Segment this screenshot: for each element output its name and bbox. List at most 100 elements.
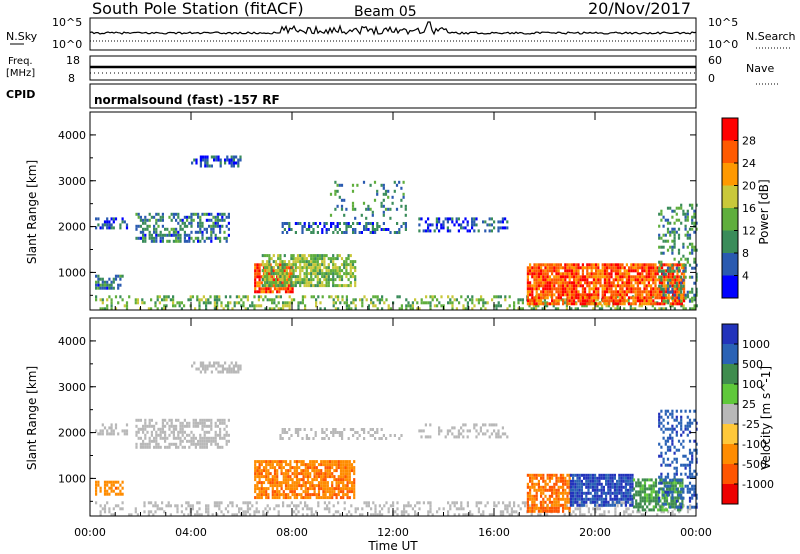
range-gate-cell: [660, 212, 663, 216]
range-gate-cell: [314, 434, 317, 437]
range-gate-cell: [253, 510, 256, 514]
range-gate-cell: [664, 412, 667, 416]
range-gate-cell: [101, 429, 104, 433]
range-gate-cell: [595, 281, 598, 285]
range-gate-cell: [262, 490, 266, 494]
range-gate-cell: [213, 295, 216, 299]
range-gate-cell: [542, 287, 545, 291]
range-gate-cell: [526, 500, 529, 504]
range-gate-cell: [628, 302, 631, 306]
range-gate-cell: [337, 493, 340, 497]
range-gate-cell: [566, 302, 569, 306]
range-gate-cell: [531, 269, 534, 273]
range-gate-cell: [306, 496, 310, 500]
range-gate-cell: [276, 484, 279, 488]
range-gate-cell: [641, 496, 644, 500]
range-gate-cell: [312, 278, 315, 282]
range-gate-cell: [688, 227, 692, 231]
range-gate-cell: [564, 491, 567, 495]
range-gate-cell: [350, 466, 354, 470]
range-gate-cell: [609, 473, 612, 477]
range-gate-cell: [635, 493, 638, 497]
range-gate-cell: [643, 263, 646, 267]
range-gate-cell: [117, 480, 120, 484]
range-gate-cell: [611, 473, 614, 477]
range-gate-cell: [392, 501, 395, 505]
range-gate-cell: [363, 225, 366, 228]
range-gate-cell: [255, 507, 258, 511]
range-gate-cell: [569, 485, 572, 489]
range-gate-cell: [230, 155, 233, 159]
range-gate-cell: [612, 290, 615, 294]
range-gate-cell: [337, 307, 340, 311]
range-gate-cell: [153, 427, 156, 431]
range-gate-cell: [596, 504, 599, 508]
range-gate-cell: [147, 501, 150, 505]
range-gate-cell: [266, 254, 269, 258]
range-gate-cell: [546, 503, 549, 507]
range-gate-cell: [574, 494, 577, 498]
range-gate-cell: [592, 507, 595, 511]
range-gate-cell: [420, 435, 423, 439]
range-gate-cell: [168, 418, 171, 422]
range-gate-cell: [521, 298, 524, 302]
range-gate-cell: [338, 195, 341, 199]
range-gate-cell: [617, 293, 620, 297]
range-gate-cell: [621, 290, 624, 294]
range-gate-cell: [601, 299, 604, 303]
range-gate-cell: [387, 207, 390, 211]
range-gate-cell: [542, 485, 545, 489]
range-gate-cell: [639, 302, 642, 306]
range-gate-cell: [629, 485, 632, 489]
range-gate-cell: [630, 281, 633, 285]
range-gate-cell: [429, 307, 432, 311]
range-gate-cell: [603, 299, 606, 303]
range-gate-cell: [546, 287, 549, 291]
range-gate-cell: [382, 186, 385, 190]
range-gate-cell: [691, 215, 694, 219]
range-gate-cell: [597, 263, 600, 267]
range-gate-cell: [449, 298, 452, 302]
range-gate-cell: [117, 432, 120, 436]
range-gate-cell: [169, 504, 172, 508]
range-gate-cell: [686, 457, 689, 461]
range-gate-cell: [207, 513, 210, 517]
range-gate-cell: [610, 281, 613, 285]
range-gate-cell: [544, 269, 547, 273]
range-gate-cell: [338, 272, 341, 276]
range-gate-cell: [317, 463, 321, 467]
range-gate-cell: [622, 473, 625, 477]
range-gate-cell: [203, 442, 206, 446]
range-gate-cell: [572, 476, 575, 480]
range-gate-cell: [271, 301, 274, 305]
range-gate-cell: [363, 437, 366, 440]
range-gate-cell: [658, 287, 661, 291]
range-gate-cell: [562, 299, 565, 303]
range-gate-cell: [526, 266, 529, 270]
range-gate-cell: [114, 295, 118, 299]
range-gate-cell: [287, 469, 290, 473]
range-gate-cell: [277, 275, 280, 279]
range-gate-cell: [691, 251, 694, 255]
range-gate-cell: [312, 260, 315, 264]
range-gate-cell: [190, 212, 193, 216]
range-gate-cell: [208, 212, 211, 216]
range-gate-cell: [682, 212, 685, 216]
range-gate-cell: [613, 503, 616, 507]
range-gate-cell: [310, 281, 313, 285]
range-gate-cell: [180, 301, 183, 305]
range-gate-cell: [225, 239, 228, 243]
range-gate-cell: [201, 445, 204, 449]
range-gate-cell: [106, 492, 109, 496]
range-gate-cell: [610, 290, 613, 294]
range-gate-cell: [618, 479, 621, 483]
range-gate-cell: [622, 494, 625, 498]
range-gate-cell: [495, 307, 498, 311]
range-gate-cell: [262, 466, 266, 470]
range-gate-cell: [292, 269, 295, 273]
range-gate-cell: [627, 298, 630, 302]
range-gate-cell: [310, 295, 313, 299]
range-gate-cell: [544, 287, 547, 291]
range-gate-cell: [201, 421, 204, 425]
